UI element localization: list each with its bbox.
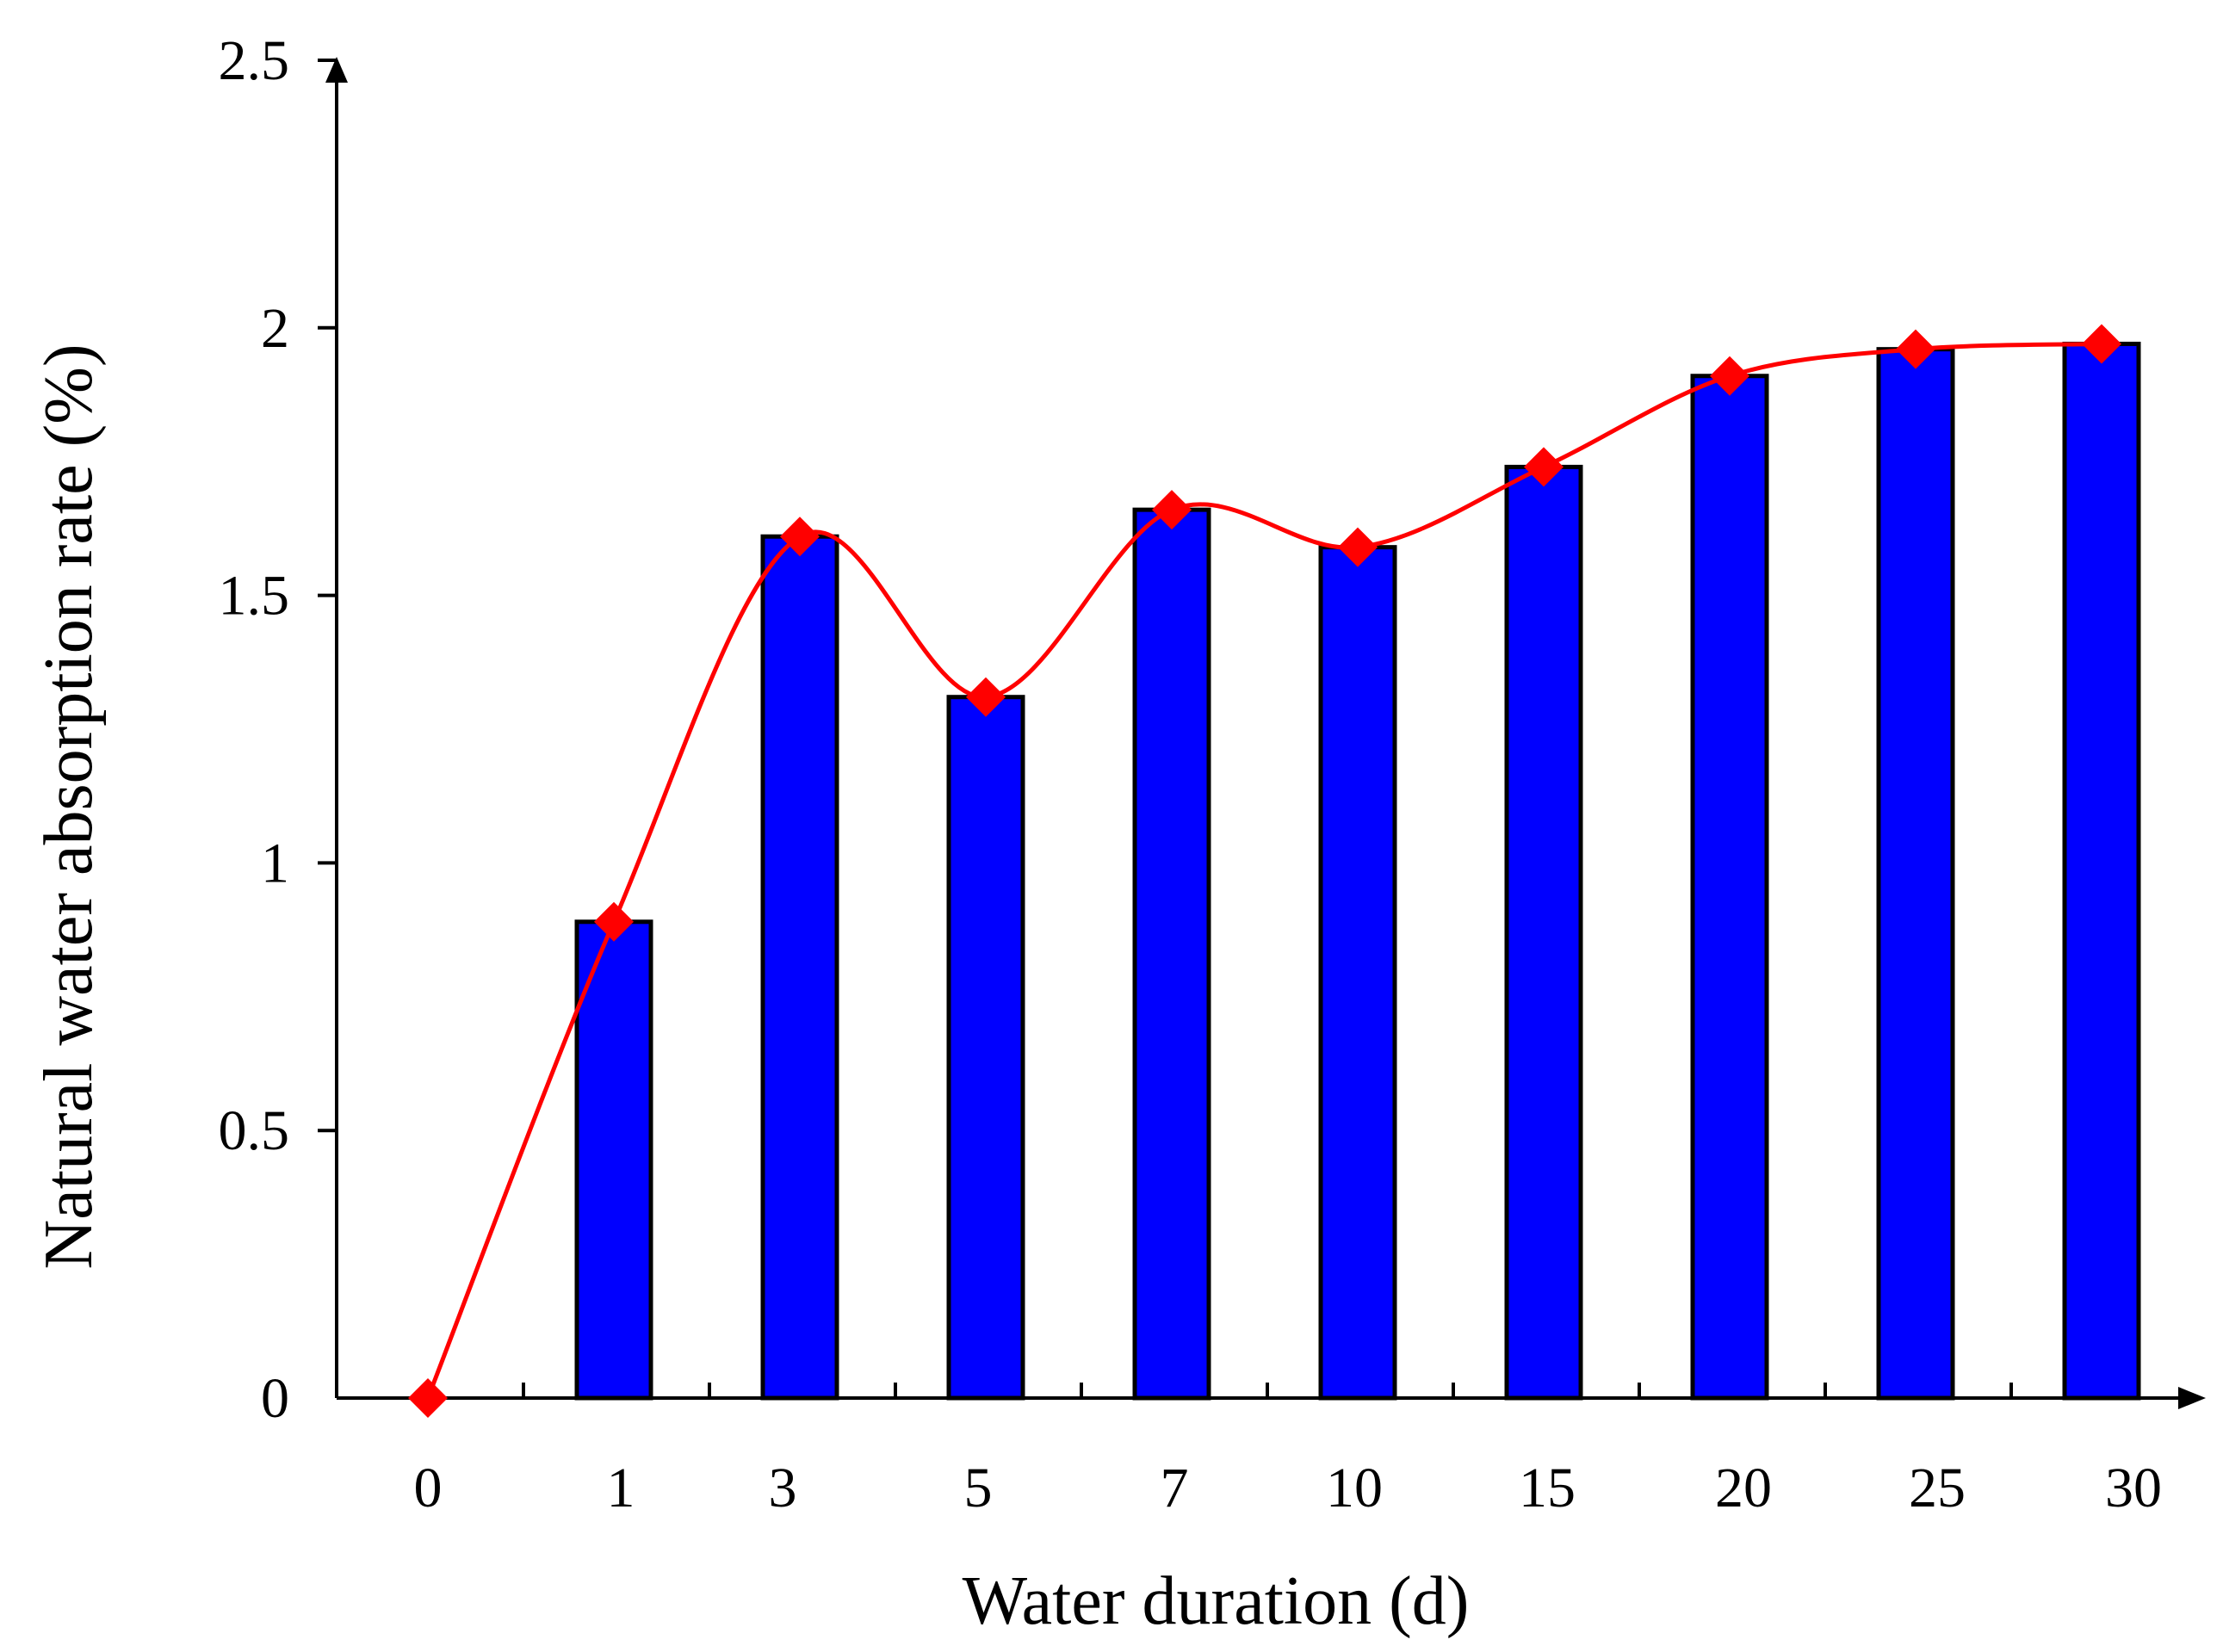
bars bbox=[574, 341, 2141, 1401]
bar-7 bbox=[1132, 507, 1211, 1401]
x-tick-label-5: 5 bbox=[964, 1457, 993, 1519]
y-tick-label-1.5: 1.5 bbox=[219, 565, 290, 628]
bar-10 bbox=[1318, 545, 1397, 1401]
axes bbox=[318, 57, 2206, 1409]
x-tick-label-10: 10 bbox=[1326, 1457, 1383, 1519]
marker-0 bbox=[408, 1378, 448, 1418]
x-axis-arrow bbox=[2178, 1387, 2206, 1409]
bar-25 bbox=[1876, 347, 1955, 1401]
marker-30 bbox=[2082, 324, 2121, 364]
x-tick-label-7: 7 bbox=[1161, 1457, 1189, 1519]
marker-7 bbox=[1152, 490, 1192, 530]
bar-15 bbox=[1504, 464, 1583, 1401]
marker-25 bbox=[1896, 329, 1935, 369]
x-tick-label-25: 25 bbox=[1909, 1457, 1966, 1519]
marker-3 bbox=[780, 517, 820, 557]
x-tick-label-20: 20 bbox=[1715, 1457, 1772, 1519]
x-tick-label-30: 30 bbox=[2105, 1457, 2162, 1519]
y-tick-label-0.5: 0.5 bbox=[219, 1099, 290, 1162]
trend-line bbox=[425, 341, 2102, 1399]
marker-5 bbox=[966, 677, 1006, 717]
labels: Water duration (d) Natural water absorpt… bbox=[31, 29, 2162, 1639]
bar-3 bbox=[760, 534, 839, 1401]
y-tick-label-1: 1 bbox=[261, 832, 289, 894]
y-axis-title: Natural water absorption rate (%) bbox=[31, 343, 107, 1269]
bar-30 bbox=[2062, 341, 2141, 1401]
bar-5 bbox=[946, 695, 1025, 1401]
y-tick-label-2: 2 bbox=[261, 297, 289, 360]
x-tick-label-3: 3 bbox=[769, 1457, 797, 1519]
bar-20 bbox=[1690, 374, 1769, 1401]
marker-20 bbox=[1710, 356, 1749, 396]
y-axis-arrow bbox=[325, 57, 348, 83]
marker-10 bbox=[1338, 527, 1378, 567]
y-tick-label-0: 0 bbox=[261, 1367, 289, 1430]
x-tick-label-1: 1 bbox=[607, 1457, 635, 1519]
x-axis-title: Water duration (d) bbox=[963, 1563, 1470, 1639]
x-tick-label-15: 15 bbox=[1519, 1457, 1576, 1519]
marker-15 bbox=[1524, 447, 1564, 487]
x-tick-label-0: 0 bbox=[414, 1457, 443, 1519]
marker-1 bbox=[594, 901, 634, 942]
line-series bbox=[408, 324, 2121, 1418]
bar-1 bbox=[574, 919, 653, 1401]
y-tick-label-2.5: 2.5 bbox=[219, 29, 290, 92]
